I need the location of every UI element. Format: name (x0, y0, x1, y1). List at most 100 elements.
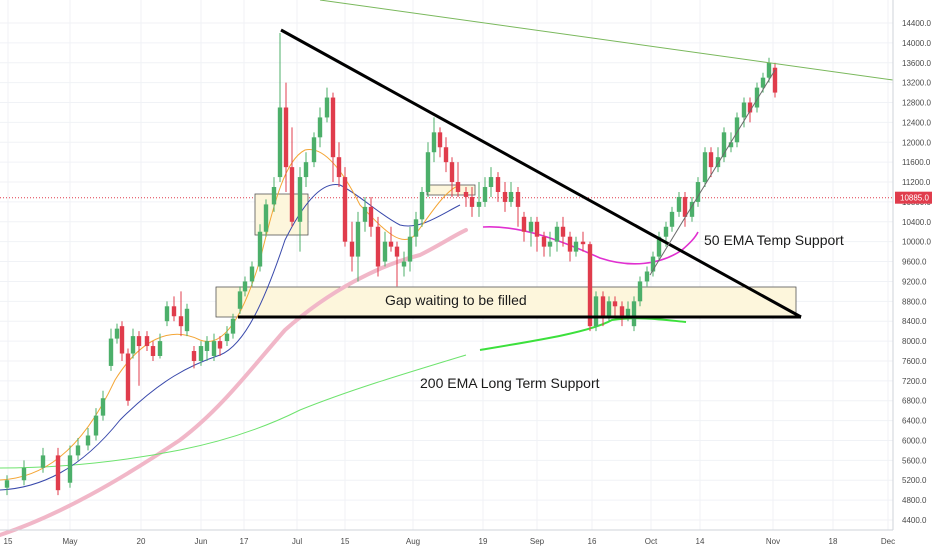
candle-body (324, 97, 330, 118)
candle-body (171, 306, 177, 317)
y-tick-label: 14000.0 (902, 39, 931, 48)
candle (198, 341, 204, 366)
candle-body (495, 177, 501, 192)
candle-body (277, 107, 283, 178)
candle-body (715, 157, 721, 168)
candle-body (157, 341, 163, 356)
x-tick-label: 14 (696, 537, 705, 546)
candle-body (136, 336, 142, 347)
candle (554, 221, 560, 252)
candle (708, 147, 714, 178)
candle-body (587, 244, 593, 327)
candle-body (463, 191, 469, 197)
candle (407, 226, 413, 272)
grid (0, 0, 893, 530)
candle (336, 142, 342, 188)
candle (521, 211, 527, 242)
candle-body (676, 196, 682, 212)
candle-body (382, 241, 388, 262)
candle (567, 231, 573, 262)
candle (204, 336, 210, 361)
candle (772, 62, 778, 98)
candle-body (708, 152, 714, 168)
candle-body (644, 271, 650, 282)
candle (721, 127, 727, 163)
candle (431, 117, 437, 163)
current-price-tag (895, 191, 932, 204)
y-tick-label: 6000.0 (902, 436, 927, 445)
candle-body (689, 201, 695, 217)
candle-body (508, 191, 514, 202)
x-tick-label: Aug (406, 537, 420, 546)
candle-body (449, 162, 455, 183)
candle-body (580, 241, 586, 245)
candle (136, 331, 142, 386)
x-tick-label: 19 (479, 537, 488, 546)
uptrend-channel-line (649, 69, 776, 276)
candle-body (593, 296, 599, 327)
candle (682, 191, 688, 227)
candle-body (368, 206, 374, 227)
candle-body (119, 326, 125, 354)
candle-body (75, 445, 81, 456)
candle (449, 157, 455, 197)
candles (4, 32, 778, 496)
y-tick-label: 6400.0 (902, 417, 927, 426)
candle (734, 112, 740, 148)
candle (330, 92, 336, 183)
candle-body (567, 236, 573, 252)
y-tick-label: 6800.0 (902, 397, 927, 406)
candle (4, 475, 10, 496)
candle-body (178, 316, 184, 327)
candle-body (625, 308, 631, 317)
candle-body (443, 147, 449, 163)
candle-body (702, 152, 708, 183)
candle-body (741, 102, 747, 118)
y-tick-label: 9600.0 (902, 258, 927, 267)
candle-body (528, 221, 534, 232)
candle (443, 137, 449, 173)
x-tick-label: 20 (137, 537, 146, 546)
candle (375, 216, 381, 277)
ema-lines (0, 149, 699, 537)
y-tick-label: 10400.0 (902, 218, 931, 227)
candle (211, 333, 217, 361)
candle (437, 127, 443, 158)
x-tick-label: 17 (240, 537, 249, 546)
candle (502, 182, 508, 212)
candle (747, 97, 753, 123)
y-tick-label: 7600.0 (902, 357, 927, 366)
candle (368, 196, 374, 237)
candle (164, 301, 170, 327)
candle (157, 333, 163, 359)
candle-body (349, 241, 355, 257)
candle (644, 266, 650, 287)
candle (631, 296, 637, 332)
candle-body (237, 291, 243, 309)
candle-body (728, 142, 734, 148)
x-tick-label: 18 (829, 537, 838, 546)
candle (108, 328, 114, 371)
candle-body (125, 353, 131, 401)
candle-body (191, 351, 197, 361)
candle-body (637, 281, 643, 302)
candle-body (317, 117, 323, 138)
candle (463, 187, 469, 207)
candle (419, 187, 425, 227)
candle-body (342, 177, 348, 242)
candle-body (224, 333, 230, 342)
candle-body (573, 241, 579, 252)
candle (573, 236, 579, 257)
x-tick-label: Jul (292, 537, 302, 546)
candle-body (631, 301, 637, 327)
candle-body (431, 132, 437, 153)
candle (67, 445, 73, 488)
gap-zone (215, 286, 797, 318)
candle (217, 336, 223, 356)
x-tick-label: 15 (4, 537, 13, 546)
candle-body (230, 318, 236, 334)
x-tick-label: 15 (341, 537, 350, 546)
candle-body (663, 226, 669, 237)
candle-body (297, 177, 303, 222)
